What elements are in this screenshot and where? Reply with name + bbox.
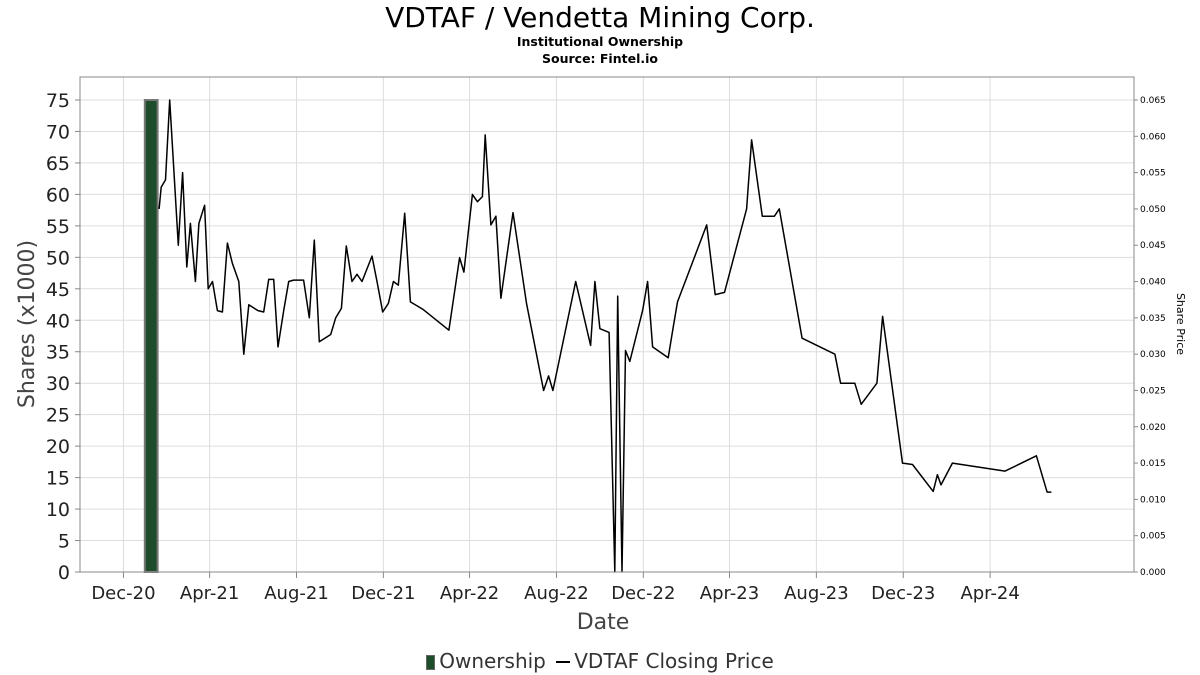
y2-tick-label: 0.040: [1140, 278, 1166, 288]
y-tick-label: 55: [46, 216, 70, 238]
y-tick-label: 40: [46, 310, 70, 332]
y2-tick-label: 0.005: [1140, 532, 1166, 542]
y-tick-label: 75: [46, 90, 70, 112]
x-tick-label: Dec-21: [351, 583, 415, 604]
x-tick-label: Aug-23: [784, 583, 849, 604]
ownership-bar: [143, 99, 159, 573]
x-tick-label: Dec-20: [91, 583, 155, 604]
ownership-bars: [143, 99, 159, 573]
chart-source: Source: Fintel.io: [542, 51, 658, 66]
y2-tick-label: 0.045: [1140, 241, 1166, 251]
grid-lines: [80, 77, 1134, 573]
price-line-layer: [158, 99, 1052, 573]
x-tick-label: Aug-21: [264, 583, 329, 604]
y-tick-label: 60: [46, 184, 70, 206]
y2-tick-label: 0.065: [1140, 96, 1166, 106]
y-axis-right-ticks: 0.000 0.005 0.010 0.015 0.020 0.025 0.030 0.035…: [1134, 96, 1166, 578]
x-axis-label: Date: [577, 610, 630, 635]
y2-tick-label: 0.010: [1140, 495, 1166, 505]
y2-tick-label: 0.050: [1140, 205, 1166, 215]
y-axis-left-ticks: 0 5 10 15 20 25 30 35 40 45 50 55 60 65 70 75: [46, 90, 80, 584]
y-axis-label: Shares (x1000): [15, 240, 40, 408]
price-line-icon: [556, 661, 571, 663]
y2-axis-label: Share Price: [1174, 293, 1187, 355]
x-tick-label: Apr-21: [180, 583, 239, 604]
ownership-swatch-icon: [426, 654, 436, 670]
y-tick-label: 25: [46, 405, 70, 427]
y2-tick-label: 0.000: [1140, 568, 1166, 578]
legend-ownership-label: Ownership: [439, 648, 546, 673]
y-tick-label: 50: [46, 247, 70, 269]
legend-price-label: VDTAF Closing Price: [574, 648, 774, 673]
x-axis-ticks: Dec-20 Apr-21 Aug-21 Dec-21 Apr-22 Aug-22 Dec-…: [91, 572, 1020, 604]
y2-tick-label: 0.025: [1140, 386, 1166, 396]
plot-frame: [79, 76, 1135, 573]
x-tick-label: Apr-24: [960, 583, 1019, 604]
y-tick-label: 5: [58, 531, 70, 553]
y-tick-label: 45: [46, 279, 70, 301]
x-tick-label: Dec-22: [611, 583, 675, 604]
y2-tick-label: 0.015: [1140, 459, 1166, 469]
legend-item-ownership: Ownership: [426, 648, 546, 674]
chart-subtitle: Institutional Ownership: [516, 34, 684, 49]
x-tick-label: Aug-22: [524, 583, 589, 604]
y2-tick-label: 0.060: [1140, 132, 1166, 142]
y-tick-label: 65: [46, 153, 70, 175]
x-tick-label: Apr-22: [440, 583, 499, 604]
y2-tick-label: 0.035: [1140, 314, 1166, 324]
legend-item-price: VDTAF Closing Price: [556, 648, 774, 674]
x-tick-label: Dec-23: [871, 583, 935, 604]
y2-tick-label: 0.055: [1140, 169, 1166, 179]
y-tick-label: 10: [46, 499, 70, 521]
chart-legend: Ownership VDTAF Closing Price: [0, 646, 1200, 674]
y-tick-label: 15: [46, 468, 70, 490]
chart-title: VDTAF / Vendetta Mining Corp.: [385, 1, 815, 34]
y-tick-label: 30: [46, 373, 70, 395]
price-series-line: [158, 99, 1052, 573]
y-tick-label: 70: [46, 121, 70, 143]
x-tick-label: Apr-23: [700, 583, 759, 604]
y-tick-label: 35: [46, 342, 70, 364]
y2-tick-label: 0.020: [1140, 423, 1166, 433]
y2-tick-label: 0.030: [1140, 350, 1166, 360]
y-tick-label: 20: [46, 436, 70, 458]
y-tick-label: 0: [58, 562, 70, 584]
